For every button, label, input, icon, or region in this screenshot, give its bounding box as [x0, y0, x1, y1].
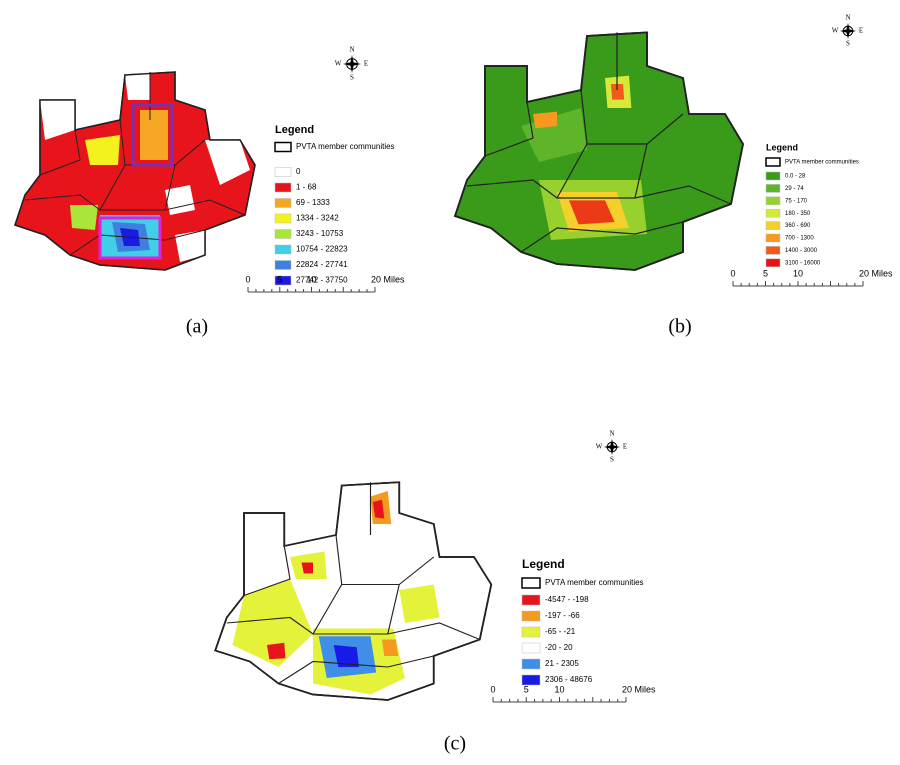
- legend-title: Legend: [522, 557, 565, 571]
- legend-label: 1400 - 3000: [785, 248, 818, 254]
- panel: (c) N S E W Legend PVTA member communities -454…: [444, 430, 656, 755]
- scale-label: 0: [490, 684, 495, 694]
- legend-outline-swatch: [765, 157, 781, 167]
- legend-label: 27742 - 37750: [296, 276, 348, 285]
- legend: Legend PVTA member communities 0.0 - 28 29 …: [765, 142, 859, 268]
- compass-arrows: [343, 62, 361, 66]
- caption: (c): [444, 733, 466, 755]
- legend-label: 0: [296, 167, 301, 176]
- panel: (b) N S E W Legend PVTA member communities 0.0 …: [668, 14, 893, 338]
- scale-label: 10: [793, 268, 803, 278]
- compass-n: N: [609, 430, 614, 438]
- legend-label: 69 - 1333: [296, 198, 330, 207]
- legend-label: 3243 - 10753: [296, 229, 344, 238]
- scale-bar: 0 5 10 20 Miles: [490, 684, 656, 703]
- compass-e: E: [623, 443, 627, 451]
- legend-swatch: [765, 171, 781, 181]
- legend-swatch: [521, 642, 541, 654]
- legend-label: 75 - 170: [785, 198, 808, 204]
- legend-label: 22824 - 27741: [296, 260, 348, 269]
- legend-label: 10754 - 22823: [296, 245, 348, 254]
- caption: (b): [668, 316, 691, 338]
- legend-swatch: [765, 196, 781, 206]
- legend-swatch: [765, 184, 781, 193]
- compass-w: W: [832, 27, 839, 35]
- legend-swatch: [765, 258, 781, 268]
- legend-label: 3100 - 16000: [785, 260, 821, 266]
- legend-label: 21 - 2305: [545, 659, 579, 668]
- legend-swatch: [274, 229, 292, 239]
- compass-arrows: [840, 29, 856, 33]
- legend-label: 360 - 690: [785, 223, 811, 229]
- compass: N S E W: [596, 430, 627, 464]
- scale-label: 20 Miles: [622, 684, 656, 694]
- legend: Legend PVTA member communities 0 1 - 68 69 -…: [274, 124, 395, 286]
- legend-swatch: [521, 658, 541, 670]
- legend-swatch: [765, 221, 781, 230]
- scale-label: 20 Miles: [371, 274, 405, 284]
- scale-label: 5: [763, 268, 768, 278]
- legend-label: 0.0 - 28: [785, 174, 806, 180]
- scale-bar: 0 5 10 20 Miles: [245, 274, 405, 293]
- legend: Legend PVTA member communities -4547 - -19…: [521, 557, 644, 686]
- legend-swatch: [274, 198, 292, 208]
- compass-n: N: [845, 14, 850, 22]
- scale-label: 0: [245, 274, 250, 284]
- legend-label: -65 - -21: [545, 627, 576, 636]
- scale-label: 5: [524, 684, 529, 694]
- compass-e: E: [364, 60, 368, 68]
- compass-s: S: [610, 456, 614, 464]
- legend-swatch: [521, 626, 541, 638]
- scale-label: 5: [277, 274, 282, 284]
- legend-swatch: [765, 208, 781, 218]
- legend-label: -20 - 20: [545, 643, 573, 652]
- legend-swatch: [274, 275, 292, 286]
- compass-w: W: [335, 60, 342, 68]
- legend-outline-label: PVTA member communities: [545, 578, 644, 587]
- legend-swatch: [521, 610, 541, 622]
- map-a: [14, 71, 256, 271]
- legend-swatch: [274, 182, 292, 193]
- legend-title: Legend: [766, 142, 798, 152]
- legend-outline-label: PVTA member communities: [296, 142, 395, 151]
- legend-swatch: [765, 233, 781, 243]
- compass-arrows: [604, 445, 620, 449]
- legend-label: 700 - 1300: [785, 236, 814, 242]
- legend-swatch: [521, 674, 541, 686]
- legend-swatch: [274, 260, 292, 270]
- legend-swatch: [274, 213, 292, 224]
- legend-label: 1 - 68: [296, 183, 317, 192]
- legend-title: Legend: [275, 124, 314, 136]
- panel: (a) N S E W Legend PVTA member communities 0 1 -…: [186, 46, 405, 338]
- scale-label: 10: [306, 274, 316, 284]
- caption: (a): [186, 316, 208, 338]
- compass: N S E W: [832, 14, 863, 48]
- legend-swatch: [521, 594, 541, 606]
- legend-outline-swatch: [274, 141, 292, 153]
- legend-swatch: [274, 167, 292, 177]
- legend-label: -197 - -66: [545, 611, 580, 620]
- legend-swatch: [765, 246, 781, 255]
- legend-swatch: [274, 244, 292, 255]
- legend-label: -4547 - -198: [545, 595, 589, 604]
- scale-label: 0: [730, 268, 735, 278]
- map-b: [454, 31, 744, 271]
- compass-e: E: [859, 27, 863, 35]
- legend-label: 2306 - 48676: [545, 675, 593, 684]
- compass-n: N: [349, 46, 354, 54]
- legend-label: 180 - 350: [785, 211, 811, 217]
- legend-label: 1334 - 3242: [296, 214, 339, 223]
- compass-s: S: [846, 40, 850, 48]
- scale-label: 20 Miles: [859, 268, 893, 278]
- scale-bar: 0 5 10 20 Miles: [730, 268, 893, 287]
- map-c: [214, 481, 493, 701]
- scale-label: 10: [554, 684, 564, 694]
- legend-label: 29 - 74: [785, 186, 804, 192]
- compass-s: S: [350, 74, 354, 82]
- compass-w: W: [596, 443, 603, 451]
- legend-outline-label: PVTA member communities: [785, 160, 859, 166]
- legend-outline-swatch: [521, 577, 541, 589]
- compass: N S E W: [335, 46, 368, 82]
